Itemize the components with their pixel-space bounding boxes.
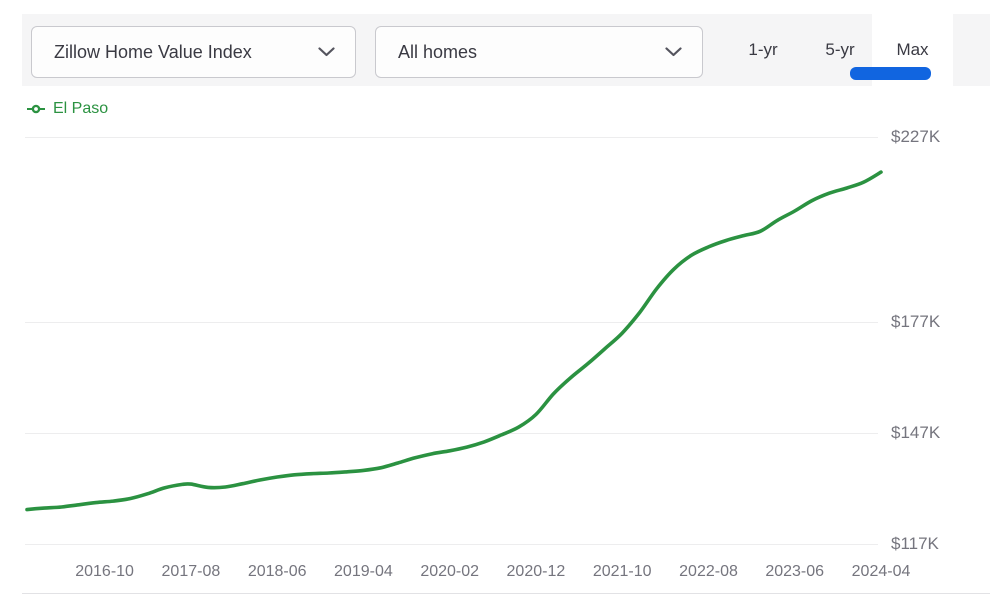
gridline-147k: $147K — [25, 423, 940, 442]
active-tab-indicator — [850, 67, 931, 80]
y-axis-tick-label: $177K — [891, 312, 941, 331]
legend-item-el-paso[interactable]: El Paso — [26, 99, 108, 119]
bottom-divider — [22, 593, 990, 594]
x-axis-tick-label: 2018-06 — [247, 563, 307, 580]
chevron-down-icon — [318, 47, 335, 57]
y-axis-tick-label: $117K — [891, 534, 939, 553]
metric-dropdown-value: Zillow Home Value Index — [54, 41, 252, 62]
gridline-177k: $177K — [25, 312, 940, 331]
x-axis-tick-label: 2022-08 — [679, 563, 738, 580]
y-axis-tick-label: $147K — [891, 423, 941, 442]
tab-max-label: Max — [896, 40, 929, 59]
x-axis-tick-label: 2017-08 — [161, 563, 221, 580]
home-type-dropdown-value: All homes — [398, 41, 478, 62]
x-axis-tick-label: 2021-10 — [592, 563, 652, 580]
y-axis-tick-label: $227K — [891, 127, 941, 146]
toolbar: Zillow Home Value Index All homes 1-yr 5… — [22, 14, 990, 86]
x-axis-tick-label: 2020-12 — [506, 563, 566, 580]
line-series-marker-icon — [27, 104, 45, 114]
legend-series-label: El Paso — [53, 100, 109, 117]
tab-1yr[interactable]: 1-yr — [734, 14, 792, 86]
x-axis-tick-label: 2020-02 — [420, 563, 480, 580]
tab-1yr-label: 1-yr — [748, 40, 778, 59]
tab-5yr[interactable]: 5-yr — [811, 14, 869, 86]
gridline-227k: $227K — [25, 127, 940, 146]
chevron-down-icon — [665, 47, 682, 57]
gridline-117k: $117K — [25, 534, 939, 553]
metric-dropdown[interactable]: Zillow Home Value Index — [31, 26, 356, 78]
x-axis-tick-label: 2024-04 — [851, 563, 911, 580]
tab-5yr-label: 5-yr — [825, 40, 855, 59]
x-axis-tick-label: 2019-04 — [334, 563, 393, 580]
x-axis-tick-label: 2023-06 — [765, 563, 825, 580]
home-type-dropdown[interactable]: All homes — [375, 26, 703, 78]
x-axis-tick-label: 2016-10 — [75, 563, 134, 580]
el-paso-series-line — [25, 170, 883, 512]
